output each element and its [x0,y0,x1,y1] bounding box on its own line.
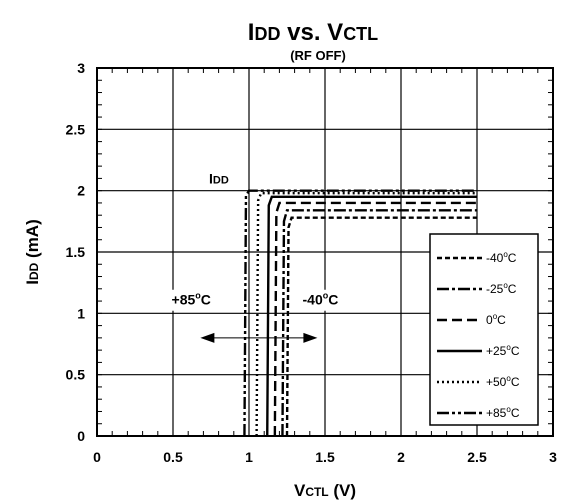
y-tick-label: 3 [77,60,85,76]
legend-label: -40oC [486,250,517,265]
y-tick-label: 1 [77,305,85,321]
y-axis-label: IDD (mA) [23,219,42,285]
series-line [255,191,477,437]
series-line [266,195,477,437]
idd-annotation: IDD [209,170,229,186]
series-line [243,189,477,437]
legend-box [429,233,539,426]
x-axis-label: VCTL (V) [294,481,356,500]
legend-label: -25oC [486,281,517,296]
legend: -40oC -25oC 0oC +25oC +50oC +85oC [429,233,539,426]
tick-labels: 0 0.5 1 1.5 2 2.5 3 0 0.5 1 1.5 2 2.5 3 [66,60,558,465]
x-tick-label: 1.5 [315,449,335,465]
y-tick-label: 0 [77,428,85,444]
x-tick-label: 2.5 [467,449,487,465]
hot-temp-annotation: +85oC [172,291,211,308]
x-tick-label: 0 [93,449,101,465]
arrowhead-right-icon [303,332,318,343]
y-tick-label: 0.5 [66,367,86,383]
series-lines [243,189,477,437]
y-tick-label: 1.5 [66,244,86,260]
legend-label: +85oC [486,405,520,420]
arrowhead-left-icon [200,332,215,343]
series-line [273,201,477,437]
y-tick-label: 2 [77,183,85,199]
x-tick-label: 2 [397,449,405,465]
y-tick-label: 2.5 [66,121,86,137]
x-tick-label: 1 [245,449,253,465]
chart-title: IDD vs. VCTL [248,19,378,46]
series-line [285,216,477,437]
cold-temp-annotation: -40oC [303,291,339,308]
x-tick-label: 3 [549,449,557,465]
legend-label: 0oC [486,312,506,327]
annotations: IDD +85oC -40oC [165,170,345,343]
legend-label: +25oC [486,343,520,358]
chart-subtitle: (RF OFF) [290,48,346,63]
legend-label: +50oC [486,374,520,389]
x-tick-label: 0.5 [163,449,183,465]
axis-ticks [97,68,553,436]
series-line [281,209,477,437]
